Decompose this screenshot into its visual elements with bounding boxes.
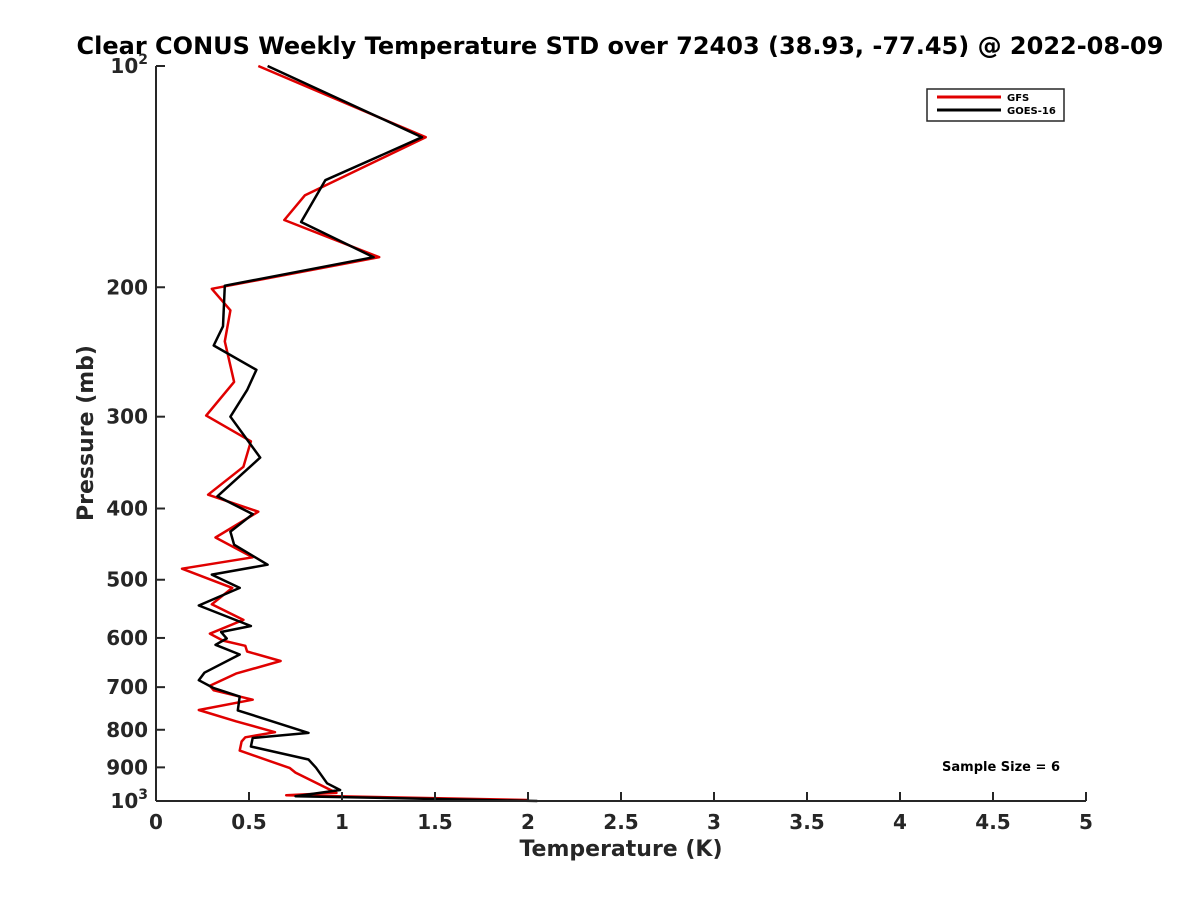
x-tick-label: 3 [707,810,721,834]
y-tick-label: 200 [106,275,148,299]
x-ticks: 0 0.5 1 1.5 2 2.5 3 3.5 4 4.5 5 [149,792,1093,834]
series-line-goes16 [197,64,538,803]
legend-box [926,88,1065,122]
legend: GFS GOES-16 [926,88,1065,122]
x-tick-label: 4.5 [975,810,1010,834]
y-tick-label: 500 [106,568,148,592]
y-tick-label: 600 [106,626,148,650]
x-axis-label: Temperature (K) [519,837,722,862]
y-tick-label: 300 [106,405,148,429]
legend-label-gfs: GFS [1007,93,1029,104]
x-tick-label: 1.5 [417,810,452,834]
y-ticks: 102 200 300 400 500 600 700 800 900 103 [106,52,165,813]
y-axis-label: Pressure (mb) [74,345,99,521]
x-tick-label: 5 [1079,810,1093,834]
sample-size-annotation: Sample Size = 6 [942,760,1060,775]
x-tick-label: 4 [893,810,907,834]
y-tick-label: 700 [106,675,148,699]
y-tick-label: 102 [110,52,148,78]
x-tick-label: 3.5 [789,810,824,834]
y-tick-label: 400 [106,497,148,521]
x-tick-label: 0 [149,810,163,834]
y-tick-label: 103 [110,787,148,813]
x-tick-label: 1 [335,810,349,834]
series-line-gfs [180,64,529,802]
x-tick-label: 0.5 [231,810,266,834]
x-tick-label: 2 [521,810,535,834]
legend-label-goes16: GOES-16 [1007,106,1056,117]
y-tick-label: 900 [106,755,148,779]
series-layer [180,64,538,803]
x-tick-label: 2.5 [603,810,638,834]
chart-title: Clear CONUS Weekly Temperature STD over … [77,32,1164,60]
y-tick-label: 800 [106,718,148,742]
